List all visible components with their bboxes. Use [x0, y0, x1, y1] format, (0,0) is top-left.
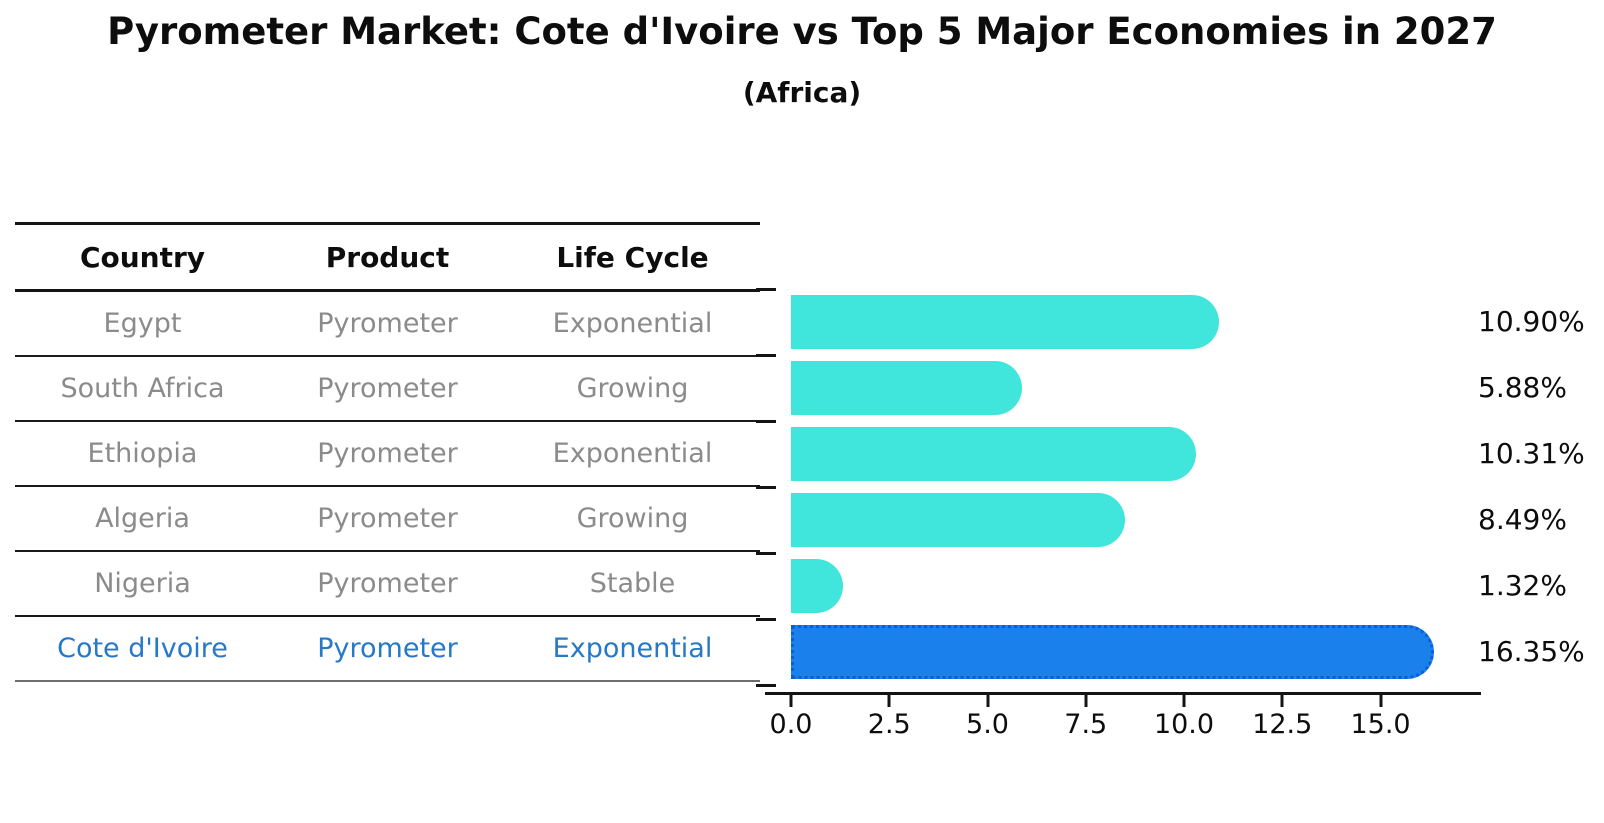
table-row: Egypt Pyrometer Exponential [15, 292, 760, 357]
table-row: South Africa Pyrometer Growing [15, 357, 760, 422]
bar-row [791, 421, 1467, 487]
value-label: 1.32% [1478, 569, 1567, 602]
table-cell-country: Nigeria [94, 568, 191, 599]
value-label: 8.49% [1478, 503, 1567, 536]
value-label: 10.90% [1478, 305, 1585, 338]
table-header-row: Country Product Life Cycle [15, 222, 760, 292]
bar-algeria [791, 493, 1125, 547]
table-cell-product: Pyrometer [317, 633, 458, 664]
market-table: Country Product Life Cycle Egypt Pyromet… [15, 222, 760, 682]
table-cell-country: Egypt [103, 308, 182, 339]
x-tick [789, 695, 793, 707]
bar-row [791, 553, 1467, 619]
x-tick [1280, 695, 1284, 707]
x-tick [1379, 695, 1383, 707]
x-tick-label: 7.5 [1064, 709, 1108, 740]
x-tick-label: 12.5 [1252, 709, 1313, 740]
y-tick [756, 288, 776, 291]
x-tick-label: 5.0 [966, 709, 1009, 740]
table-cell-product: Pyrometer [317, 373, 458, 404]
x-tick-label: 10.0 [1153, 709, 1215, 740]
table-cell-product: Pyrometer [317, 438, 458, 469]
table-cell-country: South Africa [60, 373, 225, 404]
value-label: 16.35% [1478, 635, 1585, 668]
y-tick [756, 420, 776, 423]
bar-cote-d-ivoire [791, 625, 1434, 679]
x-tick [1084, 695, 1088, 707]
page-title: Pyrometer Market: Cote d'Ivoire vs Top 5… [107, 10, 1497, 53]
x-tick-label: 2.5 [867, 709, 911, 740]
header-cell-country: Country [79, 240, 206, 274]
x-tick [986, 695, 989, 707]
y-tick [756, 354, 776, 357]
x-axis-line [765, 692, 1481, 695]
table-cell-life-cycle: Stable [589, 568, 676, 599]
bar-row [791, 289, 1467, 355]
bar-nigeria [791, 559, 843, 613]
bar-ethiopia [791, 427, 1197, 481]
bar-plot [791, 289, 1467, 685]
table-cell-life-cycle: Growing [576, 373, 689, 404]
y-tick [756, 684, 776, 687]
x-tick-label: 15.0 [1350, 709, 1411, 740]
table-row: Algeria Pyrometer Growing [15, 487, 760, 552]
x-tick [1182, 695, 1186, 707]
table-cell-product: Pyrometer [317, 503, 458, 534]
table-cell-product: Pyrometer [317, 568, 458, 599]
bar-egypt [791, 295, 1220, 349]
table-row: Ethiopia Pyrometer Exponential [15, 422, 760, 487]
bar-row [791, 487, 1467, 553]
header-cell-product: Product [325, 240, 450, 274]
value-label: 5.88% [1478, 371, 1567, 404]
bar-south-africa [791, 361, 1023, 415]
table-cell-country: Cote d'Ivoire [57, 633, 228, 664]
y-tick [756, 486, 776, 489]
table-cell-country: Algeria [95, 503, 190, 534]
table-row: Cote d'Ivoire Pyrometer Exponential [15, 617, 760, 682]
table-cell-life-cycle: Exponential [552, 438, 713, 469]
y-tick [756, 552, 776, 555]
table-cell-life-cycle: Exponential [552, 633, 713, 664]
bar-row [791, 355, 1467, 421]
table-cell-life-cycle: Growing [576, 503, 689, 534]
header-cell-life-cycle: Life Cycle [556, 240, 709, 274]
table-row: Nigeria Pyrometer Stable [15, 552, 760, 617]
x-tick-label: 0.0 [769, 709, 813, 740]
value-label: 10.31% [1478, 437, 1585, 470]
y-tick [756, 618, 776, 621]
table-cell-life-cycle: Exponential [552, 308, 713, 339]
bar-row [791, 619, 1467, 685]
table-cell-product: Pyrometer [317, 308, 458, 339]
x-tick [887, 695, 891, 707]
value-labels: 10.90% 5.88% 10.31% 8.49% 1.32% 16.35% [1478, 289, 1604, 685]
page-subtitle: (Africa) [742, 76, 862, 109]
table-cell-country: Ethiopia [87, 438, 198, 469]
